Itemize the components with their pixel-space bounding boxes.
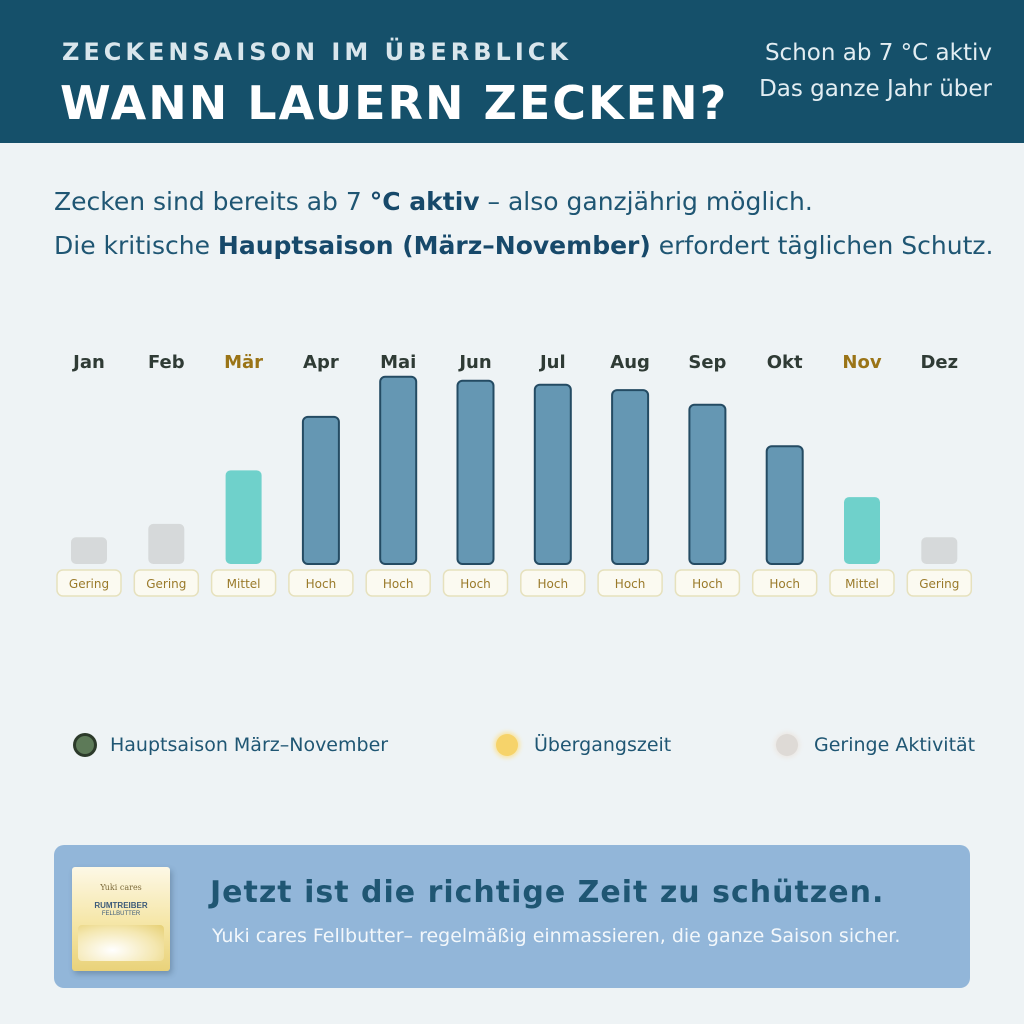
level-badge (56, 569, 122, 597)
level-badge (674, 569, 741, 597)
month-label: Dez (920, 352, 958, 373)
intro-text: Zecken sind bereits ab 7 °C aktiv – also… (54, 180, 994, 268)
product-subtitle: FELLBUTTER (101, 911, 141, 917)
level-badge-label: Hoch (692, 577, 723, 591)
product-brand: Yuki cares (100, 883, 142, 892)
bar-sep (688, 403, 727, 565)
bar-aug (611, 389, 650, 565)
level-badge-label: Hoch (383, 577, 414, 591)
legend-item-mid: Übergangszeit (496, 734, 671, 756)
legend-label-high: Hauptsaison März–November (110, 734, 389, 756)
month-label: Apr (303, 352, 339, 373)
bar-nov (844, 497, 880, 564)
product-image: Yuki cares RUMTREIBER FELLBUTTER (72, 867, 170, 971)
legend-item-low: Geringe Aktivität (776, 734, 975, 756)
header-note-temperature: Schon ab 7 °C aktiv (764, 40, 992, 66)
legend-item-high: Hauptsaison März–November (76, 734, 388, 756)
legend-dot-high (76, 736, 94, 754)
month-label: Feb (148, 352, 185, 373)
cta-title: Jetzt ist die richtige Zeit zu schützen. (210, 875, 885, 910)
bar-dez (921, 537, 958, 564)
month-label: Aug (610, 352, 650, 373)
level-badge (520, 569, 586, 597)
level-badge (751, 569, 818, 597)
level-badge-label: Hoch (769, 577, 800, 591)
kicker-title: ZECKENSAISON IM ÜBERBLICK (62, 38, 572, 66)
header-banner: ZECKENSAISON IM ÜBERBLICK WANN LAUERN ZE… (0, 0, 1024, 143)
level-badge (442, 569, 509, 597)
bar-jun (456, 379, 495, 566)
intro-line-1-end: – also ganzjährig möglich. (479, 187, 813, 216)
bar-feb (148, 523, 185, 564)
month-label: Nov (842, 352, 881, 373)
level-badge-label: Gering (146, 577, 186, 591)
level-badge-label: Gering (69, 577, 109, 591)
cta-banner: Yuki cares RUMTREIBER FELLBUTTER Jetzt i… (54, 845, 970, 988)
product-name: RUMTREIBER (94, 901, 148, 910)
bar-jan (71, 537, 107, 564)
bar-okt (765, 445, 804, 565)
level-badge-label: Hoch (615, 577, 646, 591)
bar-jul (533, 383, 572, 566)
intro-line-1: Zecken sind bereits ab 7 °C aktiv – also… (54, 180, 994, 224)
level-badge-label: Mittel (227, 577, 261, 591)
legend-label-mid: Übergangszeit (534, 734, 672, 756)
level-badge (906, 569, 973, 597)
intro-line-2-start: Die kritische (54, 231, 218, 260)
cta-text: Yuki cares Fellbutter– regelmäßig einmas… (212, 925, 901, 947)
legend-dot-low (776, 734, 798, 756)
legend-dot-mid (496, 734, 518, 756)
intro-line-2-end: erfordert täglichen Schutz. (650, 231, 994, 260)
month-label: Sep (688, 352, 726, 373)
month-label: Mär (224, 352, 263, 373)
level-badge (288, 569, 354, 597)
month-label: Okt (767, 352, 803, 373)
level-badge-label: Mittel (845, 577, 879, 591)
header-note-year: Das ganze Jahr über (759, 76, 992, 102)
level-badge-label: Gering (919, 577, 959, 591)
bar-apr (301, 415, 340, 565)
month-label: Mai (380, 352, 416, 373)
tick-activity-chart: Jan Gering Feb Gering Mär Mittel Apr Hoch Mai Hoc… (56, 352, 973, 597)
month-label: Jun (457, 352, 491, 373)
intro-line-2: Die kritische Hauptsaison (März–November… (54, 224, 994, 268)
intro-line-1-start: Zecken sind bereits ab 7 (54, 187, 370, 216)
intro-line-2-emphasis: Hauptsaison (März–November) (217, 231, 651, 260)
level-badge (133, 569, 200, 597)
level-badge-label: Hoch (460, 577, 491, 591)
intro-line-1-emphasis: °C aktiv (369, 187, 480, 216)
level-badge-label: Hoch (538, 577, 569, 591)
level-badge-label: Hoch (306, 577, 337, 591)
bar-mai (379, 375, 418, 566)
month-label: Jul (538, 352, 566, 373)
headline: WANN LAUERN ZECKEN? (60, 76, 729, 130)
bar-mär (225, 470, 262, 564)
level-badge (597, 569, 663, 597)
legend-label-low: Geringe Aktivität (814, 734, 976, 756)
level-badge (365, 569, 431, 597)
level-badge (210, 569, 277, 597)
month-label: Jan (71, 352, 105, 373)
level-badge (829, 569, 895, 597)
product-illustration (78, 925, 164, 961)
